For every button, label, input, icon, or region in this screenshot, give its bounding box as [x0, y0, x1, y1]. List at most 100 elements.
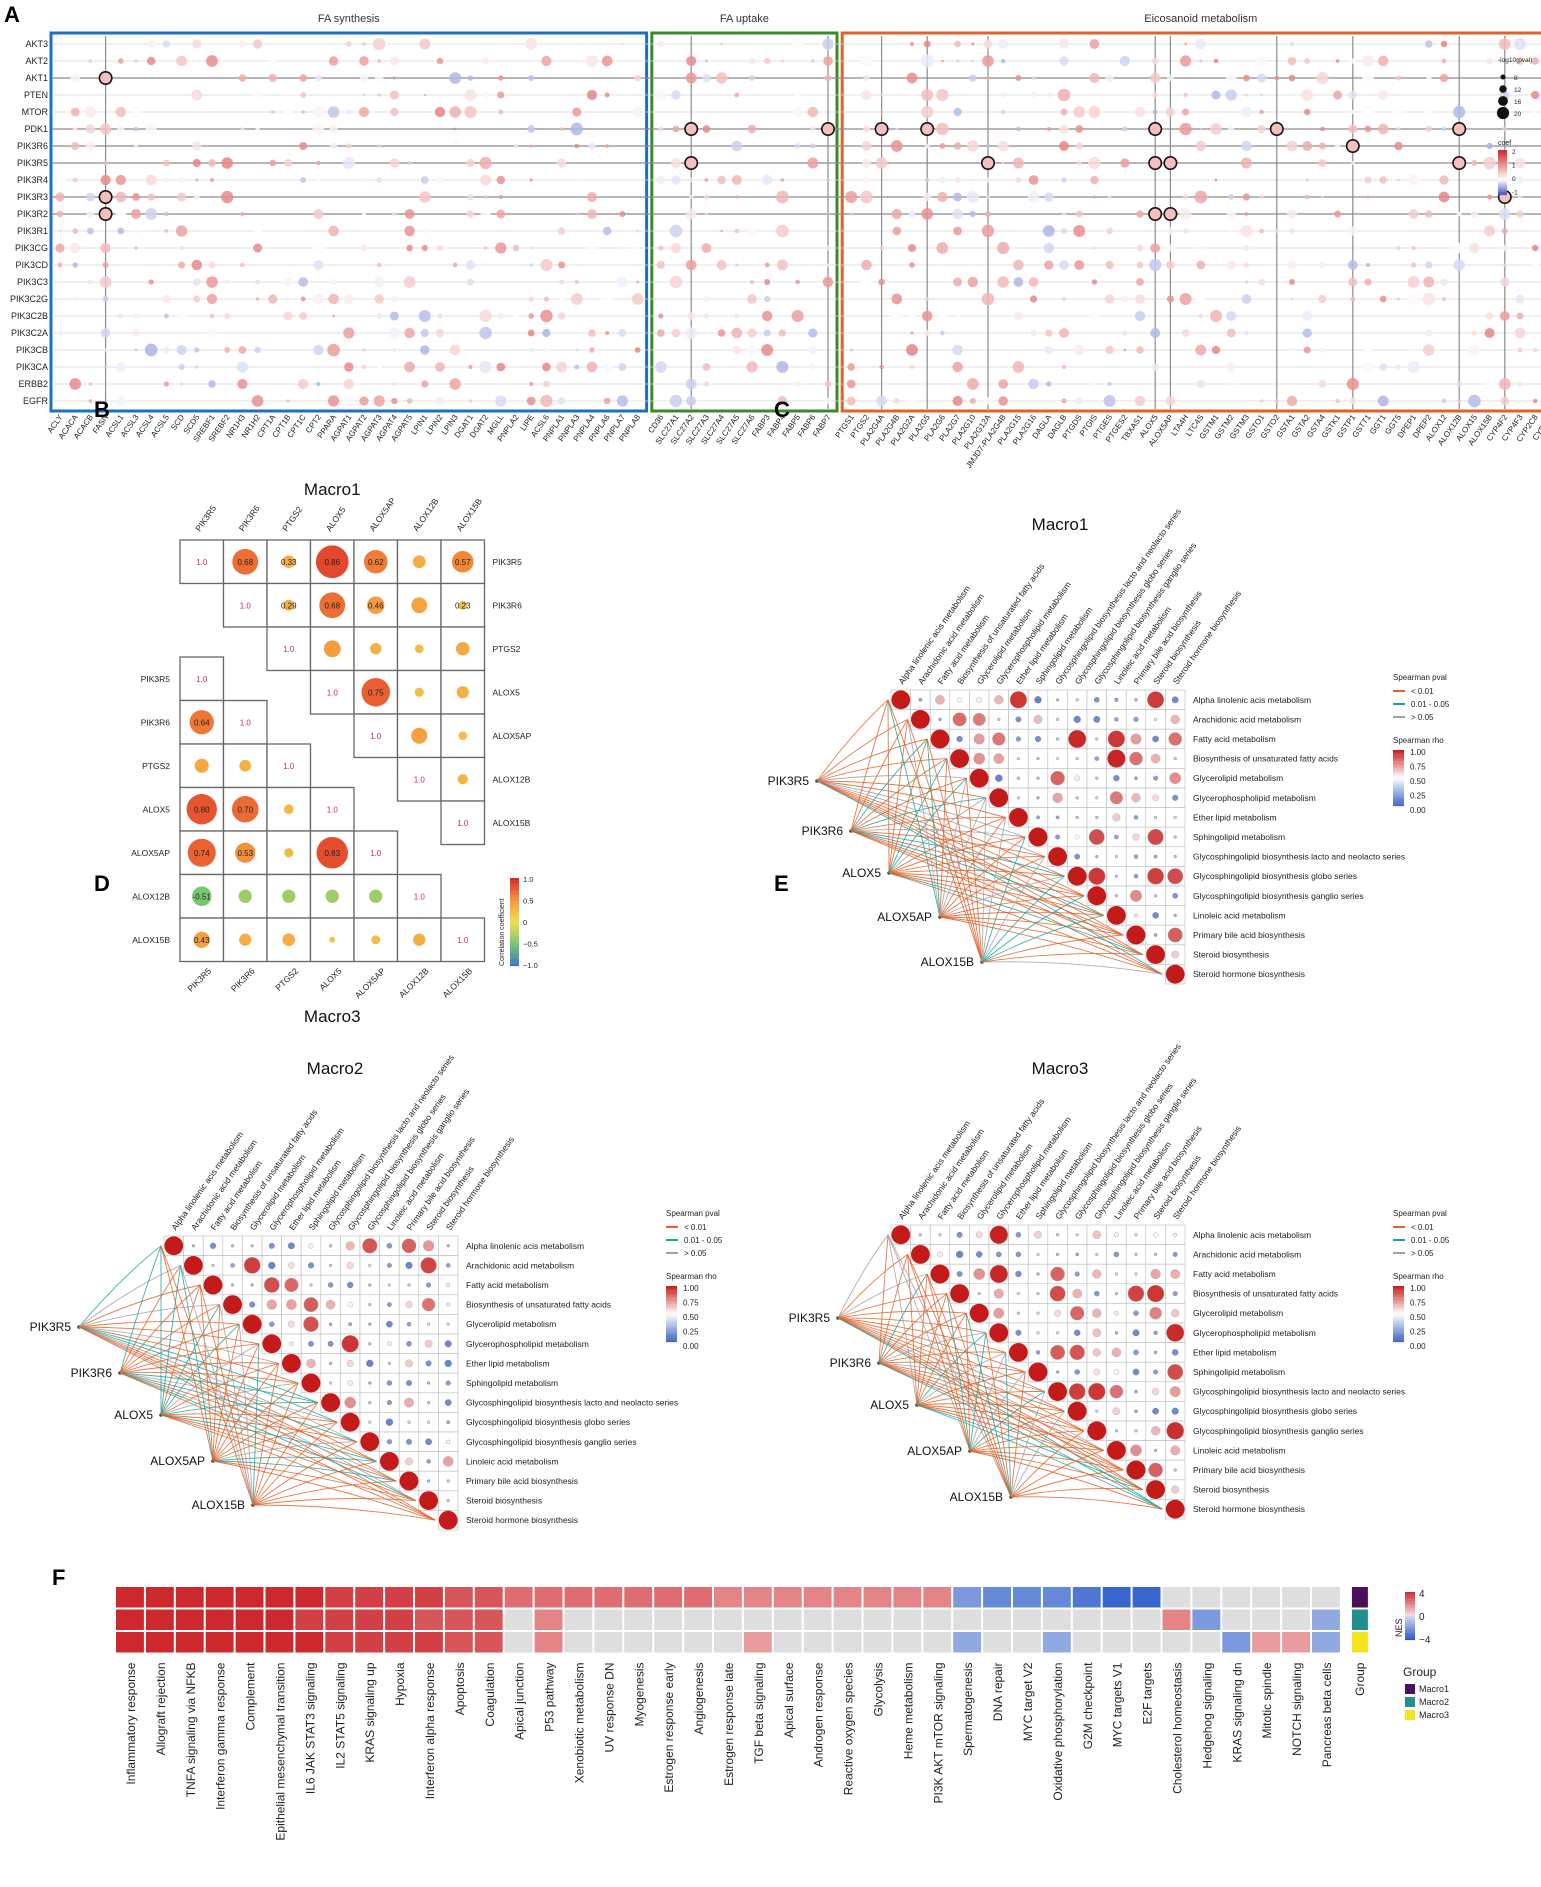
bubble — [1440, 40, 1448, 48]
bubble — [669, 275, 683, 289]
size-legend-dot — [1498, 96, 1508, 106]
bubble — [734, 228, 740, 234]
bubble — [300, 92, 307, 98]
mantel-link — [78, 1326, 417, 1501]
nes-category-label: Estrogen response early — [662, 1663, 676, 1793]
bubble — [1501, 244, 1509, 252]
bubble — [372, 37, 386, 51]
mantel-circle — [1169, 772, 1182, 785]
bubble — [822, 38, 834, 50]
bubble — [1532, 398, 1538, 404]
bubble — [498, 75, 504, 81]
bubble — [191, 89, 203, 101]
mantel-circle — [1070, 1306, 1085, 1321]
mantel-link — [985, 1332, 1012, 1498]
mantel-circle — [1088, 1382, 1106, 1401]
bubble — [1105, 73, 1114, 83]
color-legend-step — [1498, 184, 1507, 187]
nes-category-label: Mitotic spindle — [1260, 1662, 1274, 1738]
corr-colorbar-step — [510, 930, 519, 934]
mantel-link — [939, 916, 1163, 975]
pathway-row-label: Biosynthesis of unsaturated fatty acids — [1193, 1289, 1338, 1299]
lower-corr-value: 0.70 — [237, 805, 253, 814]
bubble — [879, 245, 884, 251]
bubble — [924, 177, 930, 183]
mantel-diag-circle — [223, 1295, 243, 1315]
pathway-row-label: Steroid biosynthesis — [1193, 1485, 1269, 1495]
bubble — [910, 42, 914, 46]
nes-cell — [1252, 1632, 1281, 1653]
rho-legend-step — [666, 1290, 677, 1292]
gene-node-label: ALOX5 — [114, 1408, 153, 1422]
rho-legend-tick: 0.25 — [683, 1328, 699, 1337]
nes-cell — [1013, 1632, 1041, 1653]
bubble — [148, 279, 154, 285]
mantel-circle — [1148, 1462, 1163, 1478]
color-legend-tick: 2 — [1512, 149, 1516, 156]
bubble — [1397, 178, 1400, 182]
mantel-link — [916, 1312, 967, 1406]
bubble — [999, 91, 1007, 99]
mantel-circle — [1134, 698, 1138, 702]
nes-cell — [893, 1609, 922, 1630]
rho-legend-step — [1393, 761, 1404, 763]
color-legend-step — [1498, 189, 1507, 191]
mantel-link — [219, 1304, 254, 1506]
mantel-circle — [1072, 1288, 1082, 1299]
bubble — [557, 312, 566, 320]
bubble — [543, 346, 550, 354]
pathway-row-label: Steroid biosynthesis — [1193, 950, 1269, 960]
bubble — [1243, 244, 1250, 252]
mantel-circle — [209, 1242, 217, 1249]
bubble — [437, 313, 443, 319]
bubble — [498, 195, 503, 199]
nes-legend-step — [1405, 1617, 1415, 1619]
bubble — [998, 396, 1009, 406]
bubble — [981, 292, 995, 306]
bubble — [345, 108, 352, 116]
nes-legend-step — [1405, 1596, 1415, 1599]
mantel-diag-circle — [969, 768, 989, 788]
mantel-circle — [387, 1302, 392, 1307]
bubble — [1210, 123, 1222, 135]
nes-cell — [1132, 1587, 1161, 1608]
mantel-link — [916, 1391, 1045, 1406]
mantel-circle — [1172, 892, 1179, 899]
mantel-link — [907, 719, 983, 963]
rho-legend-step — [666, 1322, 677, 1324]
nes-legend-step — [1405, 1616, 1415, 1618]
mantel-link — [939, 916, 1143, 956]
bubble — [343, 395, 355, 407]
nes-cell — [624, 1609, 653, 1630]
upper-col-label: ALOX12B — [411, 496, 441, 533]
bubble — [1103, 394, 1116, 408]
color-legend-step — [1498, 171, 1507, 173]
bubble — [88, 58, 93, 64]
mantel-circle — [1092, 1348, 1101, 1357]
bubble — [764, 57, 771, 65]
mantel-link — [926, 738, 983, 963]
bubble — [558, 295, 565, 303]
nes-cell — [803, 1632, 832, 1653]
mantel-link — [969, 1450, 1124, 1471]
bubble — [1350, 58, 1356, 64]
nes-cell — [1072, 1632, 1101, 1653]
corr-colorbar-step — [510, 913, 519, 916]
lower-corr-circle — [187, 838, 216, 867]
bubble — [192, 158, 201, 168]
bubble — [687, 312, 695, 320]
lower-row-label: PTGS2 — [142, 761, 170, 771]
panel-letter-b: B — [94, 397, 110, 422]
bubble — [1335, 59, 1340, 63]
mantel-link — [926, 1273, 1012, 1498]
row-label: PTEN — [24, 90, 48, 100]
nes-cell — [624, 1587, 653, 1608]
bubble — [436, 57, 444, 65]
mantel-title: Macro2 — [307, 1059, 364, 1078]
mantel-link — [1010, 1371, 1026, 1498]
nes-cell — [714, 1632, 742, 1653]
mantel-circle — [405, 1300, 413, 1309]
rho-legend-step — [1393, 758, 1404, 760]
bubble — [192, 278, 201, 286]
bubble — [764, 278, 771, 286]
